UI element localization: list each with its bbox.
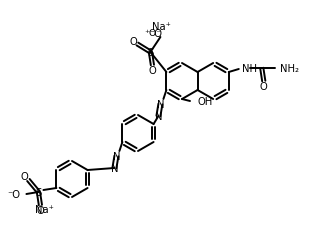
Text: NH₂: NH₂ [280, 64, 299, 74]
Text: N: N [111, 163, 118, 173]
Text: OH: OH [198, 97, 213, 106]
Text: Na⁺: Na⁺ [152, 22, 171, 32]
Text: S: S [147, 48, 153, 58]
Text: ⁻O: ⁻O [7, 189, 20, 199]
Text: NH: NH [242, 64, 257, 74]
Text: ⁺O⁻: ⁺O⁻ [144, 28, 161, 37]
Text: N: N [155, 112, 162, 121]
Text: Na⁺: Na⁺ [35, 204, 54, 214]
Text: O: O [149, 66, 156, 76]
Text: ⁻O: ⁻O [149, 29, 162, 39]
Text: O: O [36, 205, 44, 215]
Text: N: N [157, 100, 164, 109]
Text: O: O [130, 37, 137, 47]
Text: O: O [21, 171, 28, 181]
Text: O: O [260, 82, 268, 92]
Text: N: N [113, 151, 120, 161]
Text: S: S [35, 187, 42, 197]
